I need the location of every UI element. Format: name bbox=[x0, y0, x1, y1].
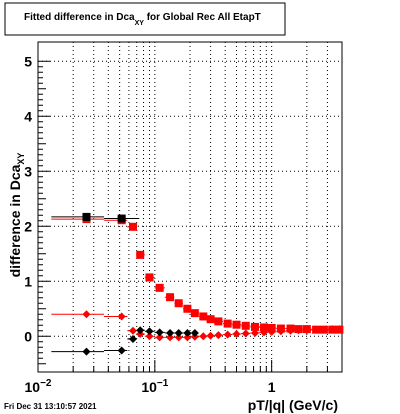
axis-ticks bbox=[37, 60, 343, 372]
x-tick-label: 1 bbox=[268, 379, 276, 395]
data-point-square bbox=[174, 299, 183, 308]
data-point-square bbox=[136, 250, 145, 259]
series-3 bbox=[51, 326, 199, 356]
y-axis-label: difference in DcaXY bbox=[7, 153, 26, 278]
data-point-square bbox=[82, 212, 91, 221]
data-point-diamond bbox=[166, 328, 175, 337]
data-point-square bbox=[260, 323, 269, 332]
data-point-square bbox=[145, 273, 154, 282]
y-tick-label: 3 bbox=[24, 163, 32, 179]
data-point-diamond bbox=[223, 330, 232, 339]
svg-text:Fitted difference in DcaXY for: Fitted difference in DcaXY for Global Re… bbox=[24, 12, 261, 27]
x-tick-label-base: 10 bbox=[141, 379, 157, 395]
y-tick-label: 5 bbox=[24, 53, 32, 69]
data-point-square bbox=[250, 322, 259, 331]
x-tick-label-base: 10 bbox=[25, 379, 41, 395]
data-point-diamond bbox=[335, 325, 344, 334]
data-point-diamond bbox=[206, 331, 215, 340]
data-point-diamond bbox=[302, 326, 311, 335]
data-point-diamond bbox=[276, 327, 285, 336]
data-point-diamond bbox=[190, 328, 199, 337]
data-series bbox=[51, 212, 344, 356]
chart-title-main: Fitted difference in Dca bbox=[24, 12, 135, 23]
data-point-diamond bbox=[241, 329, 250, 338]
y-tick-label: 4 bbox=[24, 108, 32, 124]
data-point-diamond bbox=[328, 325, 337, 334]
data-point-diamond bbox=[319, 325, 328, 334]
data-point-square bbox=[190, 309, 199, 318]
x-tick-label-exponent: −2 bbox=[40, 378, 52, 389]
data-point-diamond bbox=[312, 325, 321, 334]
x-tick-label-base: 1 bbox=[268, 379, 276, 395]
data-point-square bbox=[223, 319, 232, 328]
y-axis-label-subscript: XY bbox=[16, 153, 26, 165]
data-point-square bbox=[117, 214, 126, 223]
data-point-diamond bbox=[166, 333, 175, 342]
data-point-square bbox=[183, 304, 192, 313]
data-point-diamond bbox=[128, 335, 137, 343]
data-point-square bbox=[166, 293, 175, 302]
data-point-diamond bbox=[286, 326, 295, 335]
data-point-diamond bbox=[82, 310, 91, 319]
y-tick-label: 2 bbox=[24, 218, 32, 234]
chart-title-subscript: XY bbox=[135, 20, 145, 27]
x-tick-label-exponent: −1 bbox=[157, 378, 169, 389]
chart-title-rest: for Global Rec All EtapT bbox=[144, 12, 261, 23]
y-tick-label: 1 bbox=[24, 273, 32, 289]
data-point-diamond bbox=[117, 346, 126, 355]
data-point-diamond bbox=[155, 328, 164, 337]
data-point-diamond bbox=[214, 331, 223, 340]
data-point-diamond bbox=[199, 332, 208, 341]
data-point-square bbox=[241, 321, 250, 330]
data-point-diamond bbox=[250, 328, 259, 337]
data-point-square bbox=[232, 320, 241, 329]
data-point-square bbox=[155, 283, 164, 292]
data-point-diamond bbox=[232, 330, 241, 339]
data-point-diamond bbox=[82, 347, 91, 356]
data-point-diamond bbox=[183, 328, 192, 337]
x-axis-label: pT/|q| (GeV/c) bbox=[248, 397, 338, 413]
data-point-diamond bbox=[145, 327, 154, 336]
data-point-diamond bbox=[183, 333, 192, 342]
y-tick-label: 0 bbox=[24, 328, 32, 344]
x-tick-label: 10−2 bbox=[25, 378, 52, 395]
data-point-diamond bbox=[294, 326, 303, 335]
data-point-square bbox=[128, 222, 137, 231]
series-2 bbox=[51, 212, 140, 223]
data-point-diamond bbox=[145, 332, 154, 341]
data-point-square bbox=[206, 315, 215, 324]
data-point-diamond bbox=[155, 333, 164, 342]
data-point-square bbox=[214, 317, 223, 326]
data-point-diamond bbox=[136, 326, 145, 335]
series-1 bbox=[51, 310, 344, 342]
data-point-diamond bbox=[260, 328, 269, 337]
data-point-diamond bbox=[267, 327, 276, 336]
timestamp: Fri Dec 31 13:10:57 2021 bbox=[4, 402, 97, 411]
title-box: Fitted difference in DcaXY for Global Re… bbox=[4, 2, 286, 36]
data-point-diamond bbox=[128, 326, 137, 335]
data-point-diamond bbox=[174, 328, 183, 337]
plot-area bbox=[37, 41, 343, 373]
data-point-diamond bbox=[117, 312, 126, 321]
y-axis-label-main: difference in Dca bbox=[7, 164, 23, 277]
data-point-square bbox=[199, 312, 208, 321]
data-point-diamond bbox=[174, 333, 183, 342]
x-tick-label: 10−1 bbox=[141, 378, 168, 395]
